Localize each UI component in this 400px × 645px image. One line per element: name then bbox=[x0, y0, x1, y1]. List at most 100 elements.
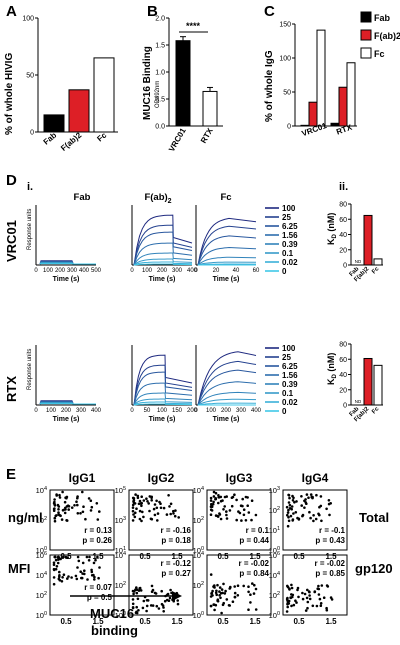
scatter-point bbox=[156, 519, 159, 522]
scatter-point bbox=[242, 513, 246, 517]
scatter-point bbox=[63, 511, 67, 515]
scatter-x-tick-label: 0.5 bbox=[60, 617, 72, 626]
scatter-point bbox=[325, 606, 328, 610]
scatter-y-tick-label: 102 bbox=[193, 581, 204, 590]
scatter-point bbox=[65, 496, 68, 500]
sensorgram-x-tick-label: 200 bbox=[61, 408, 72, 414]
scatter-x-tick-label: 0.5 bbox=[293, 552, 305, 561]
scatter-frame bbox=[282, 554, 348, 616]
scatter-x-tick-label: 1.5 bbox=[325, 552, 337, 561]
scatter-point bbox=[55, 493, 58, 496]
scatter-point bbox=[141, 606, 145, 610]
panel-c-y-tick-label: 150 bbox=[279, 22, 291, 29]
scatter-point bbox=[244, 495, 248, 499]
scatter-x-tick-label: 1.5 bbox=[171, 552, 183, 561]
scatter-point bbox=[223, 505, 226, 508]
sensorgram-x-label: Time (s) bbox=[149, 276, 176, 283]
scatter-y-tick-label: 100 bbox=[269, 546, 280, 555]
scatter-frame bbox=[49, 489, 115, 551]
scatter-point bbox=[215, 593, 218, 597]
scatter-point bbox=[209, 513, 213, 516]
scatter-point bbox=[291, 499, 295, 502]
sensorgram-curve bbox=[197, 360, 257, 406]
scatter-point bbox=[306, 588, 309, 592]
scatter-point bbox=[61, 490, 64, 494]
scatter-x-tick-label: 0.5 bbox=[217, 552, 229, 561]
scatter-point bbox=[297, 518, 301, 521]
scatter-point bbox=[285, 610, 289, 613]
scatter-point bbox=[301, 514, 304, 518]
scatter-point bbox=[53, 504, 57, 507]
panel-a-category-label: Fab bbox=[42, 131, 59, 147]
panel-c-ylabel: % of whole IgG bbox=[264, 50, 275, 122]
sensorgram-vrc01-fab: 0 100 200 300 400 500 Time (s) bbox=[34, 205, 102, 283]
scatter-y-tick-label: 102 bbox=[36, 516, 47, 525]
scatter-point bbox=[150, 496, 153, 500]
col-header-fab2: F(ab)2 bbox=[144, 192, 171, 205]
scatter-point bbox=[325, 584, 329, 587]
scatter-point bbox=[295, 601, 298, 604]
kd-vrc01-bar bbox=[373, 258, 383, 266]
scatter-total-igg4: 100 101 102 103 0.5 1.5 r = -0.1p = 0.43 bbox=[269, 486, 348, 561]
scatter-y-tick-label: 104 bbox=[193, 551, 204, 560]
sensorgram-x-tick-label: 200 bbox=[187, 408, 198, 414]
scatter-point bbox=[211, 502, 215, 506]
scatter-point bbox=[210, 509, 214, 512]
row-label-ngml: ng/ml bbox=[8, 510, 43, 525]
scatter-point bbox=[162, 610, 165, 613]
scatter-point bbox=[225, 513, 228, 517]
scatter-point bbox=[329, 596, 333, 599]
scatter-point bbox=[167, 599, 171, 602]
scatter-point bbox=[64, 506, 67, 510]
concentration-label: 0.1 bbox=[282, 389, 294, 398]
scatter-point bbox=[312, 514, 315, 517]
scatter-point bbox=[131, 509, 135, 513]
correlation-p: p = 0.84 bbox=[239, 569, 269, 578]
scatter-point bbox=[77, 559, 81, 563]
scatter-point bbox=[307, 496, 310, 500]
scatter-point bbox=[93, 575, 96, 579]
scatter-point bbox=[233, 595, 237, 599]
scatter-point bbox=[165, 513, 169, 516]
concentration-label: 0.1 bbox=[282, 249, 294, 258]
sensorgram-curve bbox=[197, 351, 257, 406]
legend-label-fc: Fc bbox=[374, 49, 385, 59]
sensorgram-curve bbox=[197, 246, 257, 266]
scatter-point bbox=[74, 574, 78, 578]
scatter-point bbox=[306, 606, 309, 610]
scatter-y-tick-label: 104 bbox=[36, 571, 47, 580]
panel-c-legend: Fab F(ab)2 Fc bbox=[360, 11, 400, 59]
scatter-point bbox=[301, 597, 305, 601]
scatter-point bbox=[52, 509, 56, 512]
panel-a-bar bbox=[68, 89, 90, 133]
sensorgram-x-tick-label: 0 bbox=[130, 408, 134, 414]
scatter-x-tick-label: 0.5 bbox=[217, 617, 229, 626]
scatter-point bbox=[210, 502, 213, 506]
scatter-x-tick-label: 1.5 bbox=[92, 617, 104, 626]
concentration-label: 100 bbox=[282, 344, 296, 353]
scatter-point bbox=[76, 503, 79, 507]
scatter-point bbox=[172, 512, 175, 515]
panel-c-bar bbox=[346, 62, 356, 127]
scatter-point bbox=[286, 596, 289, 600]
scatter-y-tick-label: 100 bbox=[193, 611, 204, 620]
scatter-point bbox=[131, 602, 135, 606]
sensorgram-x-tick-label: 400 bbox=[79, 268, 90, 274]
scatter-point bbox=[306, 600, 310, 604]
scatter-point bbox=[61, 555, 65, 559]
scatter-point bbox=[132, 497, 136, 500]
scatter-point bbox=[287, 508, 290, 512]
kd-rtx-bar bbox=[373, 364, 383, 406]
scatter-frame bbox=[282, 489, 348, 551]
scatter-y-tick-label: 100 bbox=[36, 546, 47, 555]
correlation-r: r = -0.02 bbox=[239, 559, 270, 568]
scatter-y-tick-label: 106 bbox=[269, 551, 280, 560]
scatter-point bbox=[155, 499, 158, 503]
legend-swatch-fab2 bbox=[360, 29, 372, 41]
scatter-point bbox=[218, 512, 221, 515]
scatter-point bbox=[311, 496, 314, 500]
scatter-point bbox=[135, 507, 138, 511]
scatter-point bbox=[305, 596, 309, 600]
sensorgram-x-tick-label: 0 bbox=[34, 268, 38, 274]
